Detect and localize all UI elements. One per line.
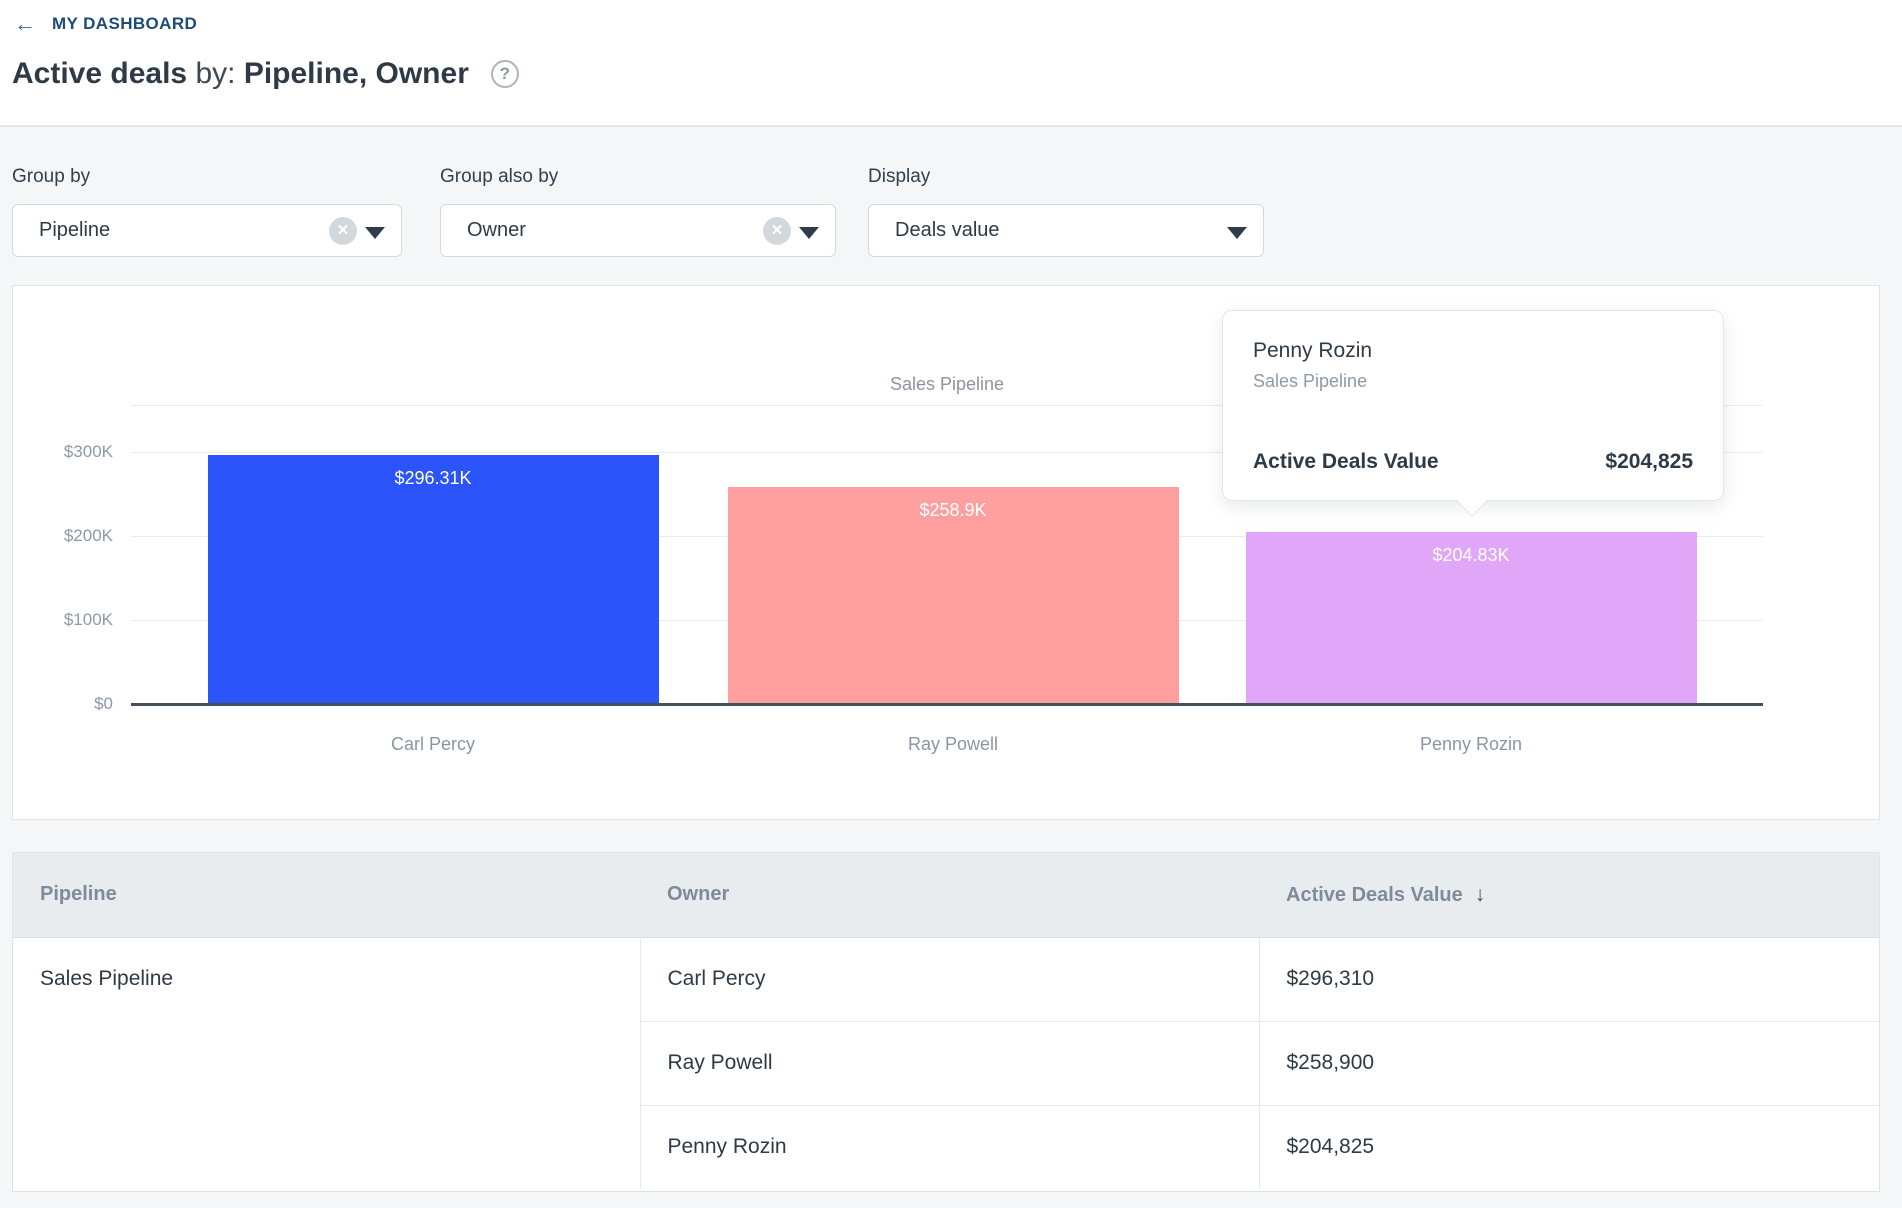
- title-row: Active deals by: Pipeline, Owner ?: [12, 57, 519, 91]
- top-header: ← MY DASHBOARD Active deals by: Pipeline…: [0, 0, 1902, 127]
- group-by-select[interactable]: Pipeline ✕: [12, 204, 402, 257]
- filter-group-by: Group by Pipeline ✕: [12, 166, 402, 257]
- plot-area: $0 $100K $200K $300K $296.31K Carl Percy $258.…: [13, 286, 1879, 819]
- select-value: Pipeline: [39, 219, 111, 241]
- owner-cell: Carl Percy: [639, 937, 1259, 1021]
- filter-label: Group by: [12, 166, 91, 187]
- bar-penny-rozin[interactable]: $204.83K: [1245, 532, 1697, 704]
- help-icon[interactable]: ?: [490, 60, 519, 88]
- chart-series-label: Sales Pipeline: [889, 374, 1005, 394]
- tooltip-metric-value: $204,825: [1605, 450, 1693, 473]
- table-row: Penny Rozin $204,825: [13, 1104, 1879, 1189]
- back-arrow-icon[interactable]: ←: [14, 11, 36, 36]
- value-cell: $204,825: [1258, 1104, 1879, 1189]
- table-header-row: Pipeline Owner Active Deals Value ↓: [13, 853, 1879, 938]
- owner-cell: Ray Powell: [639, 1020, 1259, 1105]
- breadcrumb[interactable]: ← MY DASHBOARD: [14, 13, 197, 35]
- select-value: Deals value: [895, 219, 1000, 241]
- y-axis-label: $0: [94, 694, 113, 713]
- chevron-down-icon: [365, 227, 385, 239]
- column-header-label: Active Deals Value: [1286, 883, 1463, 906]
- bar-value-label: $258.9K: [919, 500, 987, 520]
- gridline: [131, 452, 1763, 453]
- y-axis-label: $100K: [63, 610, 113, 629]
- filter-display: Display Deals value: [868, 166, 1264, 257]
- filter-label: Display: [868, 166, 931, 187]
- tooltip-metric-row: Active Deals Value $204,825: [1253, 450, 1693, 474]
- column-header-label: Pipeline: [40, 883, 117, 906]
- y-axis-label: $200K: [63, 526, 113, 545]
- select-value: Owner: [467, 219, 526, 241]
- title-metric: Active deals: [12, 57, 188, 90]
- plot-top-border: [131, 405, 1763, 406]
- x-axis-line: [131, 703, 1763, 706]
- tooltip-metric-label: Active Deals Value: [1253, 450, 1439, 473]
- clear-icon[interactable]: ✕: [329, 217, 357, 245]
- breadcrumb-link[interactable]: MY DASHBOARD: [52, 14, 198, 33]
- table-card: Pipeline Owner Active Deals Value ↓ Sales…: [12, 852, 1880, 1192]
- display-select[interactable]: Deals value: [868, 204, 1264, 257]
- table-row: Ray Powell $258,900: [13, 1020, 1879, 1105]
- bar-carl-percy[interactable]: $296.31K: [207, 455, 659, 704]
- page-title: Active deals by: Pipeline, Owner: [12, 57, 469, 91]
- table-row: Sales Pipeline Carl Percy $296,310: [13, 937, 1879, 1189]
- bar-ray-powell[interactable]: $258.9K: [727, 487, 1179, 704]
- x-axis-label: Penny Rozin: [1419, 734, 1523, 754]
- tooltip-pipeline-name: Sales Pipeline: [1253, 371, 1368, 391]
- results-table: Pipeline Owner Active Deals Value ↓ Sales…: [13, 853, 1879, 1189]
- group-also-by-select[interactable]: Owner ✕: [440, 204, 836, 257]
- x-axis-label: Ray Powell: [907, 734, 999, 754]
- filter-label: Group also by: [440, 166, 559, 187]
- title-groups: Pipeline, Owner: [243, 57, 469, 90]
- owner-cell: Penny Rozin: [639, 1104, 1259, 1189]
- y-axis-label: $300K: [63, 442, 113, 461]
- pipeline-cell: Sales Pipeline: [13, 937, 640, 1189]
- clear-icon[interactable]: ✕: [763, 217, 791, 245]
- sort-desc-icon[interactable]: ↓: [1474, 882, 1486, 906]
- column-header-owner[interactable]: Owner: [640, 853, 1259, 938]
- tooltip-owner-name: Penny Rozin: [1253, 339, 1373, 362]
- value-cell: $296,310: [1258, 937, 1879, 1021]
- column-header-pipeline[interactable]: Pipeline: [13, 853, 640, 938]
- chevron-down-icon: [1227, 227, 1247, 239]
- value-cell: $258,900: [1258, 1020, 1879, 1105]
- x-axis-label: Carl Percy: [390, 734, 475, 754]
- column-header-label: Owner: [667, 883, 730, 906]
- filter-group-also-by: Group also by Owner ✕: [440, 166, 836, 257]
- chevron-down-icon: [799, 227, 819, 239]
- bar-value-label: $204.83K: [1432, 545, 1510, 565]
- title-connector: by:: [195, 57, 236, 90]
- bar-value-label: $296.31K: [394, 468, 472, 488]
- column-header-value[interactable]: Active Deals Value ↓: [1259, 853, 1879, 938]
- chart-tooltip: Penny Rozin Sales Pipeline Active Deals …: [1222, 310, 1724, 517]
